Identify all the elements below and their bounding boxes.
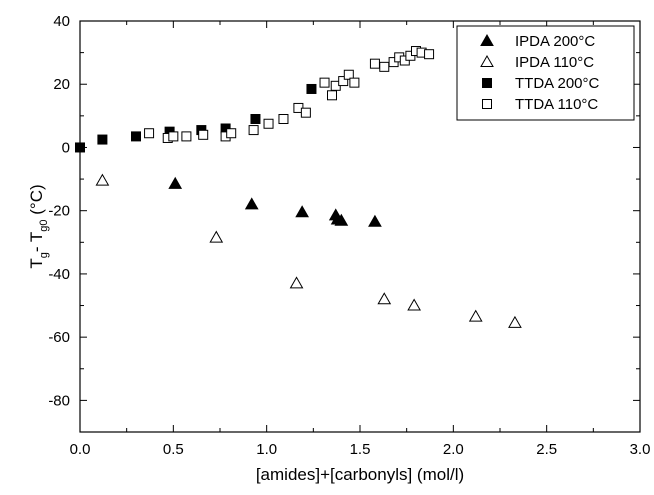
- data-point: [327, 90, 337, 101]
- data-point: [334, 213, 349, 226]
- data-point: [168, 176, 183, 189]
- y-axis-title: Tg- Tg0 (°C): [27, 184, 50, 268]
- data-point: [295, 205, 309, 218]
- data-point: [97, 134, 108, 145]
- data-point: [343, 69, 354, 80]
- data-point: [289, 276, 304, 289]
- data-point: [144, 128, 155, 139]
- x-tick-label: 1.0: [256, 441, 277, 458]
- x-axis-title: [amides]+[carbonyls] (mol/l): [256, 465, 464, 484]
- x-tick-label: 3.0: [630, 441, 651, 458]
- data-point: [368, 214, 382, 227]
- data-markers: [75, 46, 522, 328]
- axis-ticks: [79, 20, 641, 433]
- y-tick-label: -60: [48, 329, 70, 346]
- data-point: [300, 107, 311, 118]
- legend: IPDA 200°C IPDA 110°C TTDA 200°C TTDA 110°C: [456, 25, 635, 121]
- legend-marker: [482, 78, 492, 88]
- y-tick-label: -20: [48, 203, 70, 220]
- y-title-sub2: g0: [38, 219, 50, 231]
- legend-marker: [480, 54, 494, 67]
- data-point: [131, 131, 141, 142]
- y-tick-label: -80: [48, 392, 70, 409]
- y-tick-label: 20: [53, 76, 70, 93]
- series-0: [168, 176, 382, 227]
- data-point: [250, 114, 261, 125]
- data-point: [306, 83, 317, 94]
- y-title-mid: - T: [27, 232, 46, 252]
- series-1: [95, 173, 522, 328]
- y-title-sub1: g: [38, 252, 50, 258]
- legend-marker: [480, 33, 494, 46]
- data-point: [319, 77, 330, 88]
- data-point: [95, 173, 110, 186]
- x-tick-label: 2.5: [536, 441, 557, 458]
- legend-label: TTDA 200°C: [515, 75, 600, 92]
- data-point: [263, 118, 274, 129]
- data-point: [377, 292, 392, 305]
- x-tick-label: 1.5: [350, 441, 371, 458]
- legend-label: TTDA 110°C: [515, 96, 598, 113]
- data-point: [209, 230, 224, 243]
- x-tick-label: 0.5: [163, 441, 184, 458]
- tick-labels: 0.0 0.5 1.0 1.5 2.0 2.5 3.0 40 20 0 -20 -40 -60 -80: [48, 13, 650, 458]
- y-tick-label: 0: [62, 139, 70, 156]
- data-point: [168, 131, 179, 142]
- data-point: [369, 58, 380, 69]
- data-point: [226, 128, 237, 139]
- data-point: [181, 131, 192, 142]
- data-point: [349, 77, 360, 88]
- data-point: [248, 125, 259, 136]
- y-tick-label: 40: [53, 13, 70, 30]
- y-title-unit: (°C): [27, 184, 46, 219]
- y-tick-label: -40: [48, 266, 70, 283]
- data-point: [338, 76, 349, 87]
- series-3: [144, 46, 435, 143]
- data-point: [468, 309, 483, 322]
- legend-label: IPDA 110°C: [515, 54, 594, 71]
- y-title-base: T: [27, 258, 46, 268]
- data-point: [508, 315, 522, 328]
- legend-marker: [482, 99, 492, 109]
- data-point: [424, 49, 435, 60]
- data-point: [278, 114, 289, 125]
- x-tick-label: 2.0: [443, 441, 464, 458]
- data-point: [407, 298, 421, 311]
- data-point: [244, 197, 259, 210]
- x-tick-label: 0.0: [70, 441, 91, 458]
- data-point: [75, 142, 85, 153]
- data-point: [198, 129, 209, 140]
- data-point: [379, 61, 390, 72]
- legend-label: IPDA 200°C: [515, 33, 595, 50]
